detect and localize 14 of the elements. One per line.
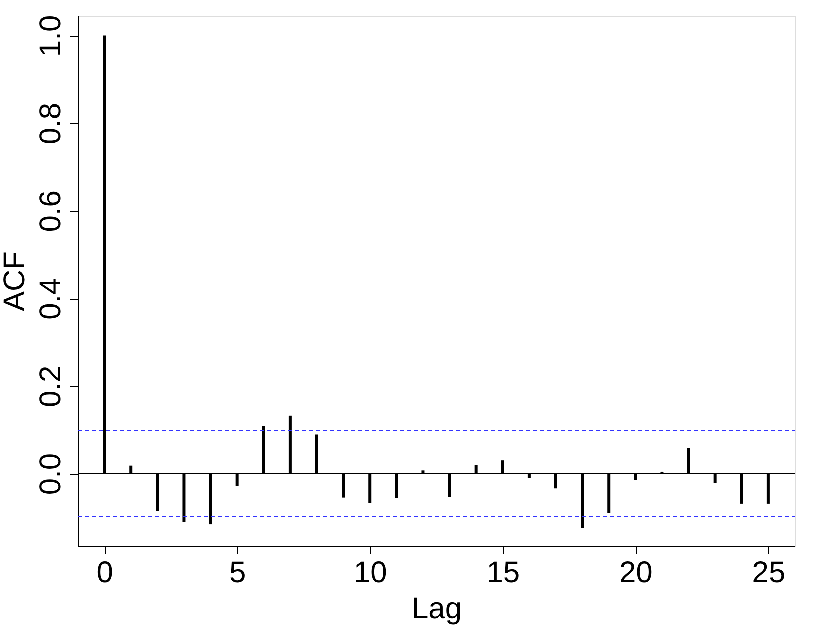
x-tick-label: 0 (96, 556, 114, 590)
x-tick-label: 20 (619, 556, 653, 590)
y-tick-label: 0.6 (34, 190, 68, 232)
x-tick-label: 10 (354, 556, 388, 590)
x-axis-title: Lag (412, 592, 462, 626)
x-tick-label: 15 (486, 556, 520, 590)
y-axis-title: ACF (0, 252, 32, 312)
y-tick-label: 0.0 (34, 453, 68, 496)
y-tick-label: 1.0 (34, 15, 68, 58)
y-tick-label: 0.2 (34, 366, 68, 408)
x-tick-label: 5 (229, 556, 246, 590)
y-tick-label: 0.8 (34, 102, 68, 145)
x-tick-label: 25 (752, 556, 786, 590)
y-tick-label: 0.4 (34, 278, 68, 320)
